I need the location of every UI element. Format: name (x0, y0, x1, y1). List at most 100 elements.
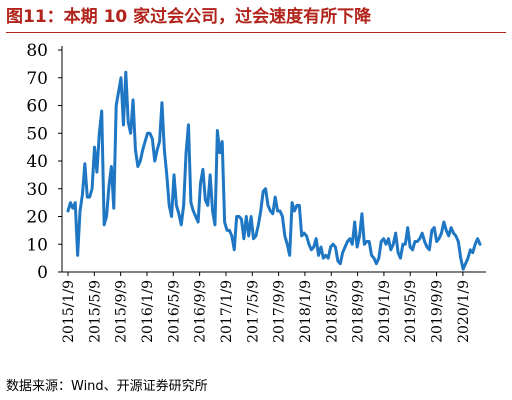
x-tick-label: 2019/9/9 (430, 280, 446, 343)
data-point (180, 224, 182, 226)
data-point (368, 240, 370, 243)
data-point (419, 238, 421, 240)
data-point (462, 268, 464, 270)
source-note: 数据来源：Wind、开源证券研究所 (6, 379, 208, 394)
data-point (277, 210, 279, 212)
data-point (163, 149, 165, 151)
data-point (209, 174, 211, 176)
data-point (190, 202, 192, 204)
x-tick-label: 2019/5/9 (403, 280, 419, 343)
data-point (72, 207, 74, 209)
data-point (380, 240, 382, 243)
data-point (281, 215, 284, 218)
data-point (298, 204, 300, 206)
data-point (378, 257, 380, 259)
data-point (428, 249, 430, 251)
y-tick-label: 20 (26, 208, 48, 228)
data-point (317, 254, 320, 256)
data-point (144, 140, 146, 143)
data-point (375, 263, 377, 265)
data-point (397, 251, 399, 254)
data-point (414, 240, 416, 243)
data-point (310, 249, 312, 251)
data-point (214, 224, 216, 226)
data-point (185, 152, 187, 154)
data-point (308, 243, 310, 245)
data-point (105, 215, 108, 218)
data-point (303, 232, 305, 234)
data-point (221, 140, 223, 143)
data-point (342, 251, 344, 254)
data-point (339, 263, 341, 265)
data-point (286, 243, 288, 245)
data-point (192, 210, 194, 212)
data-point (301, 235, 303, 237)
data-point (450, 227, 452, 229)
data-point (67, 210, 69, 212)
y-tick-label: 50 (26, 124, 48, 144)
data-point (211, 210, 214, 212)
data-point (433, 227, 435, 229)
x-tick-label: 2015/1/9 (61, 280, 77, 343)
data-point (103, 224, 105, 226)
data-point (240, 218, 243, 220)
data-point (452, 232, 455, 234)
data-point (183, 204, 185, 206)
data-point (445, 229, 447, 231)
data-point (404, 243, 406, 245)
data-point (228, 229, 231, 231)
data-point (142, 149, 144, 151)
data-point (93, 146, 96, 148)
data-point (224, 221, 226, 223)
data-point (187, 124, 190, 126)
data-point (366, 240, 368, 243)
data-point (89, 196, 91, 198)
data-point (395, 232, 397, 234)
data-point (421, 232, 423, 234)
data-point (149, 132, 151, 134)
data-point (407, 227, 409, 229)
data-point (120, 77, 122, 79)
data-point (250, 215, 252, 218)
x-tick-label: 2020/1/9 (456, 280, 472, 343)
data-point (202, 168, 204, 170)
data-point (260, 210, 262, 212)
data-point (195, 215, 197, 218)
data-point (151, 138, 153, 140)
data-point (118, 91, 120, 93)
data-point (245, 215, 247, 218)
data-point (272, 213, 274, 215)
data-point (354, 221, 356, 223)
data-point (387, 238, 390, 240)
data-point (166, 174, 168, 176)
data-point (392, 243, 394, 245)
data-point (252, 238, 255, 240)
data-point (255, 235, 257, 237)
data-point (267, 204, 269, 206)
data-point (370, 254, 373, 256)
x-tick-label: 2019/1/9 (377, 280, 393, 343)
data-point (479, 243, 481, 245)
data-point (81, 193, 84, 195)
x-tick-label: 2018/9/9 (351, 280, 367, 343)
data-point (358, 235, 361, 237)
data-point (84, 163, 86, 165)
data-point (79, 210, 81, 212)
data-point (219, 152, 221, 154)
data-point (127, 121, 129, 123)
data-point (115, 104, 117, 107)
data-point (469, 249, 471, 251)
data-point (390, 249, 392, 251)
data-point (457, 240, 459, 243)
data-point (296, 204, 298, 206)
data-point (423, 240, 426, 243)
x-tick-label: 2016/9/9 (193, 280, 209, 343)
data-point (238, 215, 240, 218)
data-point (207, 204, 209, 206)
data-point (346, 240, 349, 243)
data-point (436, 240, 438, 243)
x-tick-label: 2015/9/9 (114, 280, 130, 343)
data-point (98, 132, 100, 134)
data-point (146, 132, 149, 134)
data-point (204, 199, 206, 201)
